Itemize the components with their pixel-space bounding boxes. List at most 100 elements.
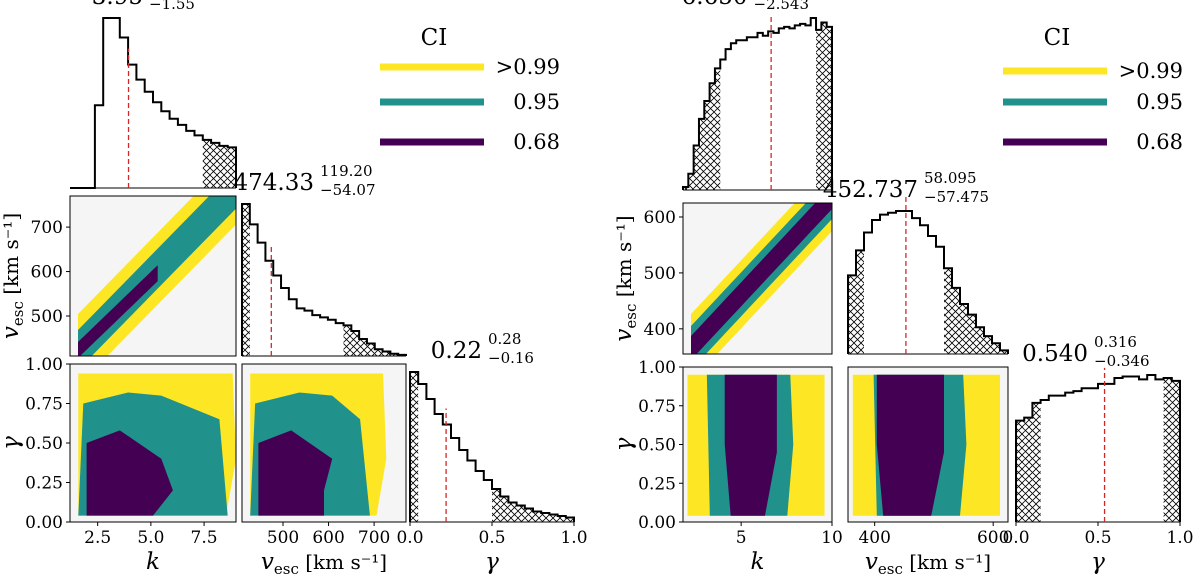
y-tick-label: 1.00 [638,358,676,378]
x-tick-label: 400 [858,528,890,548]
x-axis-label: vesc [km s⁻¹] [865,549,991,578]
x-tick-label: 10 [821,528,843,548]
x-axis-label: vesc [km s⁻¹] [261,549,387,578]
x-axis-label: k [751,549,765,575]
hist-tail-bin [390,353,399,356]
hist-step-line [847,210,1009,354]
x-axis-label: k [146,549,160,575]
hist-tail-bin [816,29,822,191]
contour-panel-gamma-k: 0.00 0.25 0.50 0.75 1.00 γ 2.5 5.0 7.5 k [0,355,237,575]
y-axis-label: vesc [km s⁻¹] [0,213,27,339]
error-minus: −1.55 [149,0,195,13]
x-axis-label-symbol: k [751,549,765,575]
hist-panel-gamma: 0.540 0.316−0.346 0.0 0.5 1.0 γ [1002,333,1193,575]
hist-tail-bin [492,489,501,522]
hist-tail-bin [952,287,960,354]
y-tick-label: 1.00 [25,355,63,375]
y-axis-label-symbol: γ [0,436,24,450]
y-axis-label-unit: [km s⁻¹] [612,215,636,303]
x-tick-label: 700 [358,528,390,548]
hist-step-line [1015,374,1181,522]
x-axis-label-symbol: k [146,549,160,575]
x-axis-label-symbol: v [261,549,274,575]
x-axis-label-unit: [km s⁻¹] [299,550,387,574]
hist-tail-bin [709,83,715,190]
x-tick-label: 0.5 [478,528,505,548]
hist-step-line [70,17,237,189]
hist-tail-bin [1032,402,1041,522]
hist-tail-bin [826,26,832,191]
hist-tail-bin [242,204,250,356]
hist-tail-bin [856,250,864,354]
error-minus: −57.475 [924,188,989,206]
contour-region [70,364,236,522]
x-axis-label-subscript: esc [274,560,299,578]
error-plus: 0.316 [1094,333,1137,351]
hist-panel-v_esc: 452.737 58.095−57.475 [823,169,1009,355]
hist-tail-bin [359,338,367,356]
hist-panel-k: 3.953.16−1.55 [70,0,237,189]
x-axis-label-symbol: γ [485,549,499,575]
hist-tail-bin [1163,377,1172,522]
y-tick-label: 0.00 [25,513,63,533]
y-axis-label: vesc [km s⁻¹] [611,215,640,341]
hist-tail-bin [1024,417,1033,522]
y-tick-label: 600 [644,208,676,228]
contour-region [70,196,236,356]
contour-region [242,364,406,522]
panel-frame [69,195,237,357]
x-tick-label: 500 [267,528,299,548]
hist-tail-bin [211,142,220,188]
median-value: 0.22 [431,338,482,364]
x-tick-label: 0.5 [1084,528,1111,548]
y-tick-label: 0.75 [638,397,676,417]
contour-region [683,203,832,354]
y-tick-label: 600 [31,263,63,283]
y-tick-label: 500 [31,307,63,327]
x-tick-label: 5 [736,528,747,548]
hist-panel-gamma: 0.22 0.28−0.16 0.0 0.5 1.0 γ [396,330,587,575]
hist-tail-bin [366,343,375,356]
panel-frame [241,363,407,523]
y-tick-label: 500 [644,264,676,284]
x-tick-label: 2.5 [84,528,111,548]
hist-tail-bin [968,314,976,354]
x-axis-label-symbol: v [865,549,878,575]
hist-tail-bin [219,145,228,188]
y-axis-label: γ [0,436,24,450]
hist-tail-bin [541,513,550,522]
contour-ci-68 [258,430,333,516]
error-minus: −54.07 [320,181,376,199]
hist-tail-bin [693,145,699,190]
hist-tail-bin [960,303,968,354]
legend-label: >0.99 [496,55,560,79]
hist-tail-bin [714,68,721,190]
hist-tail-bin [508,502,517,522]
contour-ci-68 [78,265,158,356]
hist-tail-bin [1016,420,1025,522]
hist-tail-bin [992,343,1000,354]
y-tick-label: 0.50 [638,436,676,456]
y-tick-label: 0.75 [25,395,63,415]
hist-tail-bin [821,22,827,191]
legend-label: 0.68 [1136,130,1183,154]
legend-label: 0.95 [513,90,560,114]
error-minus: −0.346 [1094,352,1150,370]
hist-step-line [682,17,833,190]
hist-tail-bin [848,275,856,354]
x-axis-label: γ [485,549,499,575]
y-tick-label: 0.00 [638,513,676,533]
y-tick-label: 400 [644,320,676,340]
hist-tail-bin [549,514,558,522]
y-axis-label-symbol: v [0,326,24,339]
contour-region [683,367,832,522]
hist-tail-bin [227,147,236,188]
x-axis-label-subscript: esc [878,560,903,578]
contour-ci-68 [86,430,173,516]
error-plus: 119.20 [320,162,373,180]
hist-tail-bin [704,101,710,190]
x-tick-label: 1.0 [560,528,587,548]
hist-tail-bin [374,349,383,356]
hist-tail-bin [683,187,689,190]
